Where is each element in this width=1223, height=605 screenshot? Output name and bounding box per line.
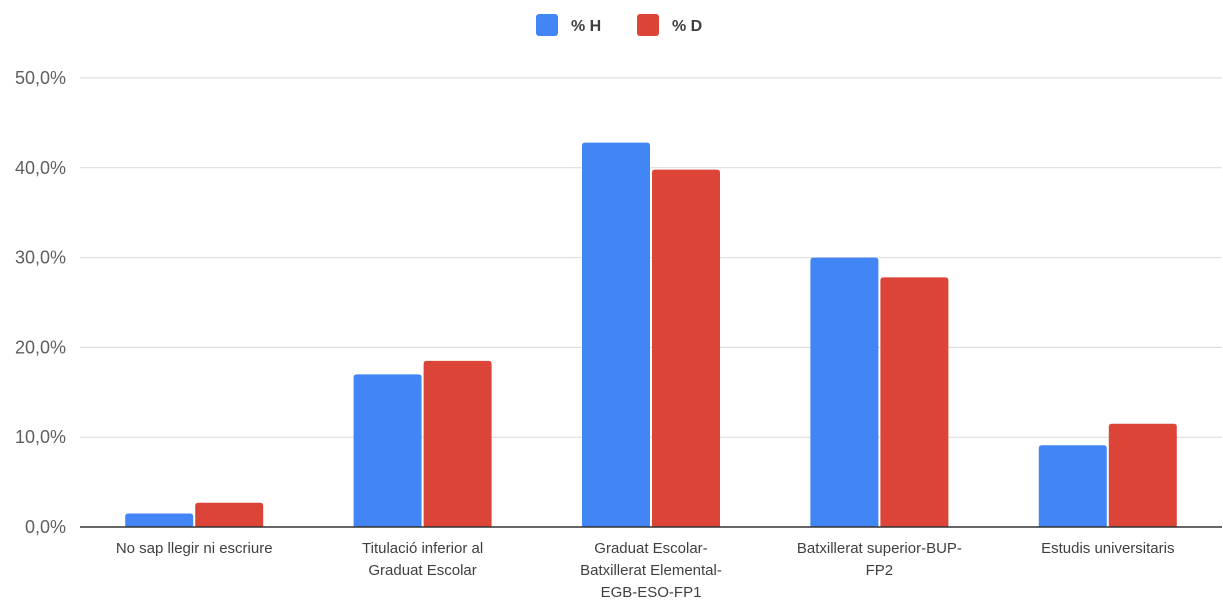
y-tick-label: 50,0% <box>15 68 66 88</box>
legend-label: % H <box>571 18 601 35</box>
y-tick-label: 30,0% <box>15 248 66 268</box>
y-axis-tick-labels: 0,0% 10,0% 20,0% 30,0% 40,0% 50,0% <box>15 68 66 537</box>
bar-d <box>195 502 264 527</box>
x-category-label: No sap llegir ni escriure <box>116 540 273 557</box>
y-tick-label: 0,0% <box>25 517 66 537</box>
bars <box>125 142 1177 527</box>
x-category-label: Titulació inferior al Graduat Escolar <box>362 540 483 579</box>
bar-h <box>125 513 194 527</box>
y-tick-label: 40,0% <box>15 158 66 178</box>
bar-d <box>1108 423 1177 527</box>
x-category-label: Estudis universitaris <box>1041 540 1174 557</box>
y-tick-label: 20,0% <box>15 337 66 357</box>
legend: % H % D <box>536 14 702 36</box>
bar-h <box>1038 445 1107 527</box>
bar-h <box>582 142 650 527</box>
bar-d <box>652 169 720 527</box>
legend-swatch <box>536 14 558 36</box>
bar-h <box>353 374 422 527</box>
y-tick-label: 10,0% <box>15 427 66 447</box>
bar-d <box>880 277 949 527</box>
x-category-label: Batxillerat superior-BUP-FP2 <box>797 540 962 579</box>
legend-label: % D <box>672 18 702 35</box>
x-category-label: Graduat Escolar-Batxillerat Elemental-EG… <box>580 540 722 600</box>
x-axis-category-labels: No sap llegir ni escriure Titulació infer… <box>116 540 1175 601</box>
gridlines <box>80 77 1222 438</box>
bar-h <box>810 257 879 527</box>
legend-swatch <box>637 14 659 36</box>
bar-d <box>423 360 492 527</box>
